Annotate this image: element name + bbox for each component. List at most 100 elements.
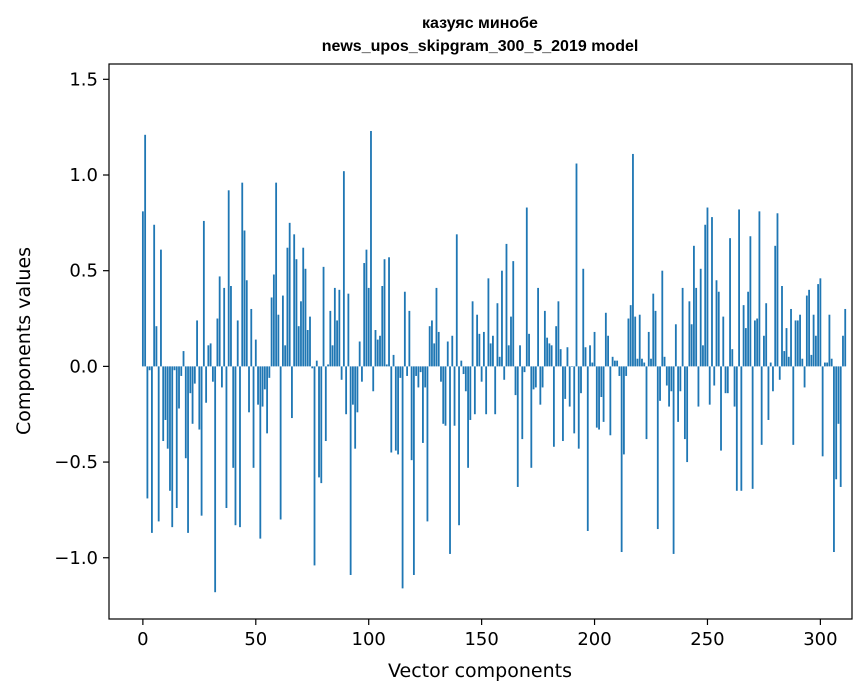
bar bbox=[193, 366, 196, 384]
bar bbox=[406, 366, 409, 376]
bar bbox=[796, 320, 799, 367]
bar bbox=[184, 366, 187, 459]
bar bbox=[424, 366, 427, 388]
bar bbox=[494, 366, 497, 415]
bar bbox=[304, 268, 307, 367]
bar bbox=[767, 366, 770, 420]
bar bbox=[729, 238, 731, 367]
bar bbox=[297, 326, 300, 367]
bar bbox=[426, 366, 429, 522]
bar bbox=[715, 280, 718, 367]
bar bbox=[153, 224, 156, 367]
bar bbox=[645, 366, 648, 440]
bar bbox=[763, 335, 765, 367]
x-tick-label: 100 bbox=[352, 629, 386, 650]
bar bbox=[726, 366, 729, 394]
bar bbox=[749, 236, 752, 367]
x-tick-label: 150 bbox=[464, 629, 498, 650]
bar bbox=[345, 366, 348, 415]
bar bbox=[412, 366, 415, 575]
bar bbox=[738, 209, 740, 367]
bar bbox=[372, 366, 375, 392]
bar bbox=[528, 333, 530, 367]
bar bbox=[266, 366, 268, 434]
bar bbox=[516, 366, 519, 487]
bar bbox=[787, 356, 790, 367]
bar bbox=[814, 335, 817, 367]
bar bbox=[706, 207, 709, 367]
bar bbox=[805, 295, 808, 367]
bar bbox=[489, 343, 492, 367]
bar bbox=[659, 366, 661, 401]
bar bbox=[812, 314, 815, 367]
bar bbox=[611, 356, 614, 367]
bar bbox=[769, 362, 772, 367]
bar bbox=[379, 335, 381, 367]
bar bbox=[530, 366, 533, 468]
bar bbox=[417, 366, 420, 388]
bar bbox=[381, 286, 384, 367]
bar bbox=[390, 366, 393, 453]
bar bbox=[333, 287, 336, 367]
bar bbox=[275, 182, 278, 367]
bar bbox=[245, 280, 248, 367]
bars-group bbox=[141, 130, 847, 593]
bar bbox=[656, 366, 659, 530]
bar bbox=[501, 270, 503, 367]
bar bbox=[627, 318, 630, 367]
bar bbox=[799, 314, 801, 367]
bar bbox=[620, 366, 623, 553]
bar bbox=[740, 366, 743, 491]
bar bbox=[595, 366, 598, 428]
bar bbox=[446, 341, 449, 367]
y-axis-label: Components values bbox=[13, 247, 35, 435]
bar bbox=[374, 330, 377, 367]
bar bbox=[785, 328, 788, 367]
bar bbox=[388, 257, 390, 367]
bar bbox=[794, 320, 797, 367]
bar bbox=[629, 305, 632, 367]
bar bbox=[444, 366, 447, 426]
bar bbox=[397, 366, 399, 455]
bar bbox=[223, 287, 226, 367]
bar bbox=[566, 347, 569, 367]
bar bbox=[778, 366, 781, 380]
bar bbox=[652, 293, 655, 367]
bar bbox=[261, 366, 264, 407]
bar bbox=[164, 366, 167, 420]
bar bbox=[792, 366, 795, 445]
bar bbox=[830, 358, 833, 367]
bar bbox=[155, 326, 158, 367]
bar bbox=[431, 320, 433, 367]
bar bbox=[243, 230, 246, 367]
bar bbox=[263, 366, 266, 390]
bar bbox=[801, 358, 804, 367]
bar bbox=[191, 366, 194, 424]
bar bbox=[532, 366, 535, 390]
bar bbox=[498, 356, 501, 367]
bar bbox=[324, 366, 327, 442]
bar bbox=[300, 301, 302, 367]
bar bbox=[293, 234, 296, 367]
bar bbox=[753, 320, 756, 367]
bar bbox=[693, 245, 695, 367]
bar bbox=[781, 286, 783, 367]
bar bbox=[772, 366, 774, 392]
bar bbox=[284, 345, 287, 367]
bar bbox=[144, 134, 147, 367]
bar bbox=[744, 328, 747, 367]
bar bbox=[428, 326, 431, 367]
bar bbox=[259, 366, 262, 539]
bar bbox=[482, 331, 485, 367]
bar bbox=[313, 366, 316, 566]
y-tick-label: −1.0 bbox=[54, 548, 98, 569]
bar bbox=[349, 366, 352, 575]
bar bbox=[306, 330, 309, 367]
bar bbox=[546, 337, 549, 367]
bar bbox=[582, 268, 585, 367]
bar bbox=[525, 207, 528, 367]
bar bbox=[512, 261, 515, 367]
bar bbox=[295, 259, 298, 367]
bar bbox=[270, 297, 273, 367]
bar bbox=[647, 331, 650, 367]
